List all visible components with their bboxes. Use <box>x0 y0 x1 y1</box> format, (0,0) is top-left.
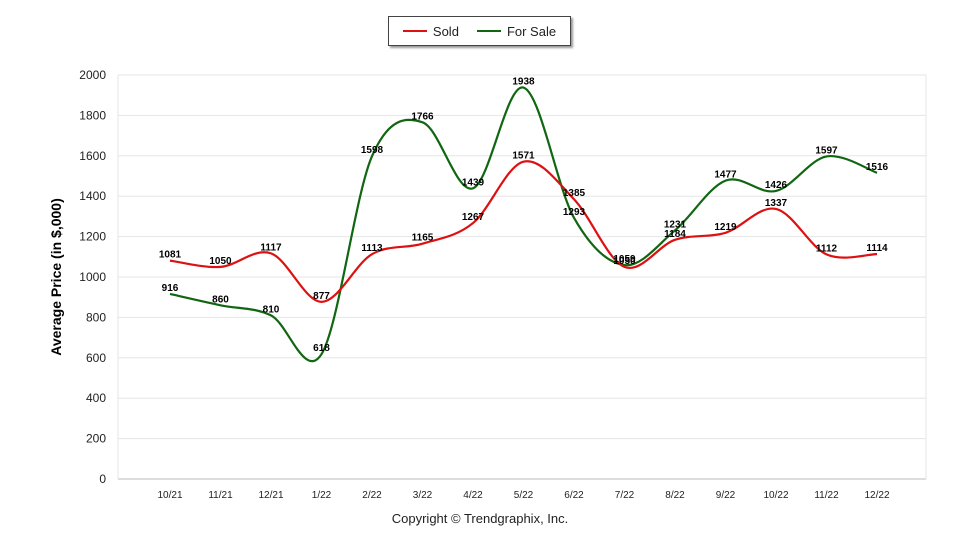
y-tick-label: 400 <box>86 391 106 405</box>
y-tick-label: 600 <box>86 351 106 365</box>
y-tick-label: 1400 <box>79 189 106 203</box>
data-label-sold: 1219 <box>714 222 737 233</box>
data-label-for-sale: 1231 <box>664 219 687 230</box>
x-tick-label: 3/22 <box>413 490 433 501</box>
data-label-for-sale: 1516 <box>866 162 889 173</box>
data-label-sold: 1337 <box>765 198 788 209</box>
data-label-sold: 1385 <box>563 188 586 199</box>
copyright-text: Copyright © Trendgraphix, Inc. <box>391 511 569 526</box>
y-tick-label: 1600 <box>79 149 106 163</box>
data-label-sold: 1050 <box>613 256 636 267</box>
legend-item-sold: Sold <box>402 23 459 39</box>
x-tick-label: 4/22 <box>463 490 483 501</box>
data-label-sold: 1165 <box>412 233 434 244</box>
y-axis-title: Average Price (in $,000) <box>48 198 64 356</box>
data-label-for-sale: 916 <box>162 283 179 294</box>
series-line-for-sale <box>169 86 878 363</box>
data-label-for-sale: 1059 <box>613 254 636 265</box>
data-label-sold: 1571 <box>512 151 535 162</box>
y-tick-label: 1800 <box>79 108 106 122</box>
y-tick-label: 200 <box>86 432 106 446</box>
data-label-for-sale: 1598 <box>361 145 384 156</box>
x-tick-label: 2/22 <box>362 490 382 501</box>
x-tick-label: 1/22 <box>312 490 332 501</box>
legend-swatch-sold <box>402 30 427 32</box>
data-label-for-sale: 860 <box>212 294 229 305</box>
x-tick-label: 11/21 <box>208 490 233 501</box>
data-label-for-sale: 1293 <box>563 207 586 218</box>
data-label-sold: 1184 <box>664 229 686 240</box>
legend-label-for-sale: For Sale <box>506 23 557 39</box>
data-label-sold: 1114 <box>866 243 888 254</box>
x-tick-label: 10/21 <box>157 490 182 501</box>
data-label-for-sale: 1426 <box>765 180 788 191</box>
data-label-for-sale: 1938 <box>512 77 535 88</box>
legend-label-sold: Sold <box>432 23 459 39</box>
data-label-for-sale: 1439 <box>462 177 485 188</box>
data-label-sold: 1112 <box>816 243 838 254</box>
data-label-for-sale: 618 <box>313 343 330 354</box>
data-label-for-sale: 1766 <box>411 111 434 122</box>
data-label-sold: 877 <box>313 291 330 302</box>
series-line-sold <box>169 160 878 303</box>
x-tick-label: 7/22 <box>615 490 635 501</box>
x-tick-label: 12/22 <box>864 490 889 501</box>
data-label-sold: 1117 <box>260 242 282 253</box>
x-tick-label: 5/22 <box>514 490 534 501</box>
y-tick-label: 2000 <box>79 68 106 82</box>
x-tick-label: 8/22 <box>665 490 685 501</box>
chart-legend: Sold For Sale <box>388 16 571 46</box>
data-label-for-sale: 1477 <box>714 170 737 181</box>
x-tick-label: 10/22 <box>763 490 788 501</box>
y-tick-label: 0 <box>99 472 106 486</box>
data-label-sold: 1081 <box>159 250 182 261</box>
data-label-for-sale: 1597 <box>815 145 838 156</box>
y-tick-label: 1000 <box>79 270 106 284</box>
x-tick-label: 6/22 <box>564 490 584 501</box>
x-tick-label: 11/22 <box>814 490 839 501</box>
x-tick-label: 9/22 <box>716 490 736 501</box>
data-label-sold: 1113 <box>361 243 383 254</box>
data-label-sold: 1050 <box>209 256 232 267</box>
legend-swatch-for-sale <box>476 30 501 32</box>
x-tick-label: 12/21 <box>258 490 283 501</box>
data-label-for-sale: 810 <box>263 304 280 315</box>
legend-item-for-sale: For Sale <box>476 23 557 39</box>
y-tick-label: 1200 <box>79 230 106 244</box>
y-tick-label: 800 <box>86 310 106 324</box>
data-label-sold: 1267 <box>462 212 485 223</box>
